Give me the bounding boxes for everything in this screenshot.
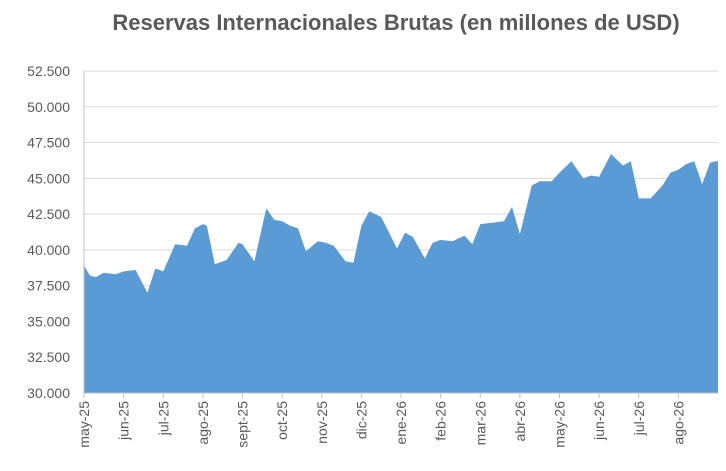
x-tick-label: nov-25: [314, 401, 330, 444]
y-tick-label: 47.500: [27, 135, 70, 151]
y-tick-label: 32.500: [27, 349, 70, 365]
x-tick-label: jun-26: [591, 401, 607, 441]
y-tick-label: 42.500: [27, 206, 70, 222]
x-tick-label: may-26: [552, 401, 568, 448]
x-axis: may-25 jun-25 jul-25 ago-25 sept-25 oct-25 nov…: [76, 392, 718, 448]
y-axis: 30.000 32.500 35.000 37.500 40.000 42.500 45.0…: [27, 63, 85, 401]
chart-title: Reservas Internacionales Brutas (en mill…: [112, 10, 679, 35]
y-tick-label: 30.000: [27, 385, 70, 401]
y-tick-label: 52.500: [27, 63, 70, 79]
x-tick-label: dic-25: [353, 401, 369, 439]
y-tick-label: 37.500: [27, 278, 70, 294]
x-tick-label: feb-26: [433, 401, 449, 441]
y-tick-label: 50.000: [27, 99, 70, 115]
x-tick-label: ago-25: [195, 401, 211, 445]
x-tick-label: abr-26: [512, 401, 528, 442]
x-tick-label: jun-25: [116, 401, 132, 441]
x-tick-label: ene-26: [393, 401, 409, 445]
plot-area: [84, 154, 718, 393]
y-tick-label: 35.000: [27, 313, 70, 329]
x-tick-label: mar-26: [472, 401, 488, 446]
x-tick-label: oct-25: [274, 401, 290, 440]
x-tick-label: sept-25: [235, 401, 251, 448]
x-tick-label: may-25: [76, 401, 92, 448]
x-tick-label: jul-25: [155, 401, 171, 436]
y-tick-label: 45.000: [27, 170, 70, 186]
y-tick-label: 40.000: [27, 242, 70, 258]
series-area-reservas: [84, 154, 718, 393]
x-tick-label: jul-26: [631, 401, 647, 436]
x-tick-label: ago-26: [670, 401, 686, 445]
